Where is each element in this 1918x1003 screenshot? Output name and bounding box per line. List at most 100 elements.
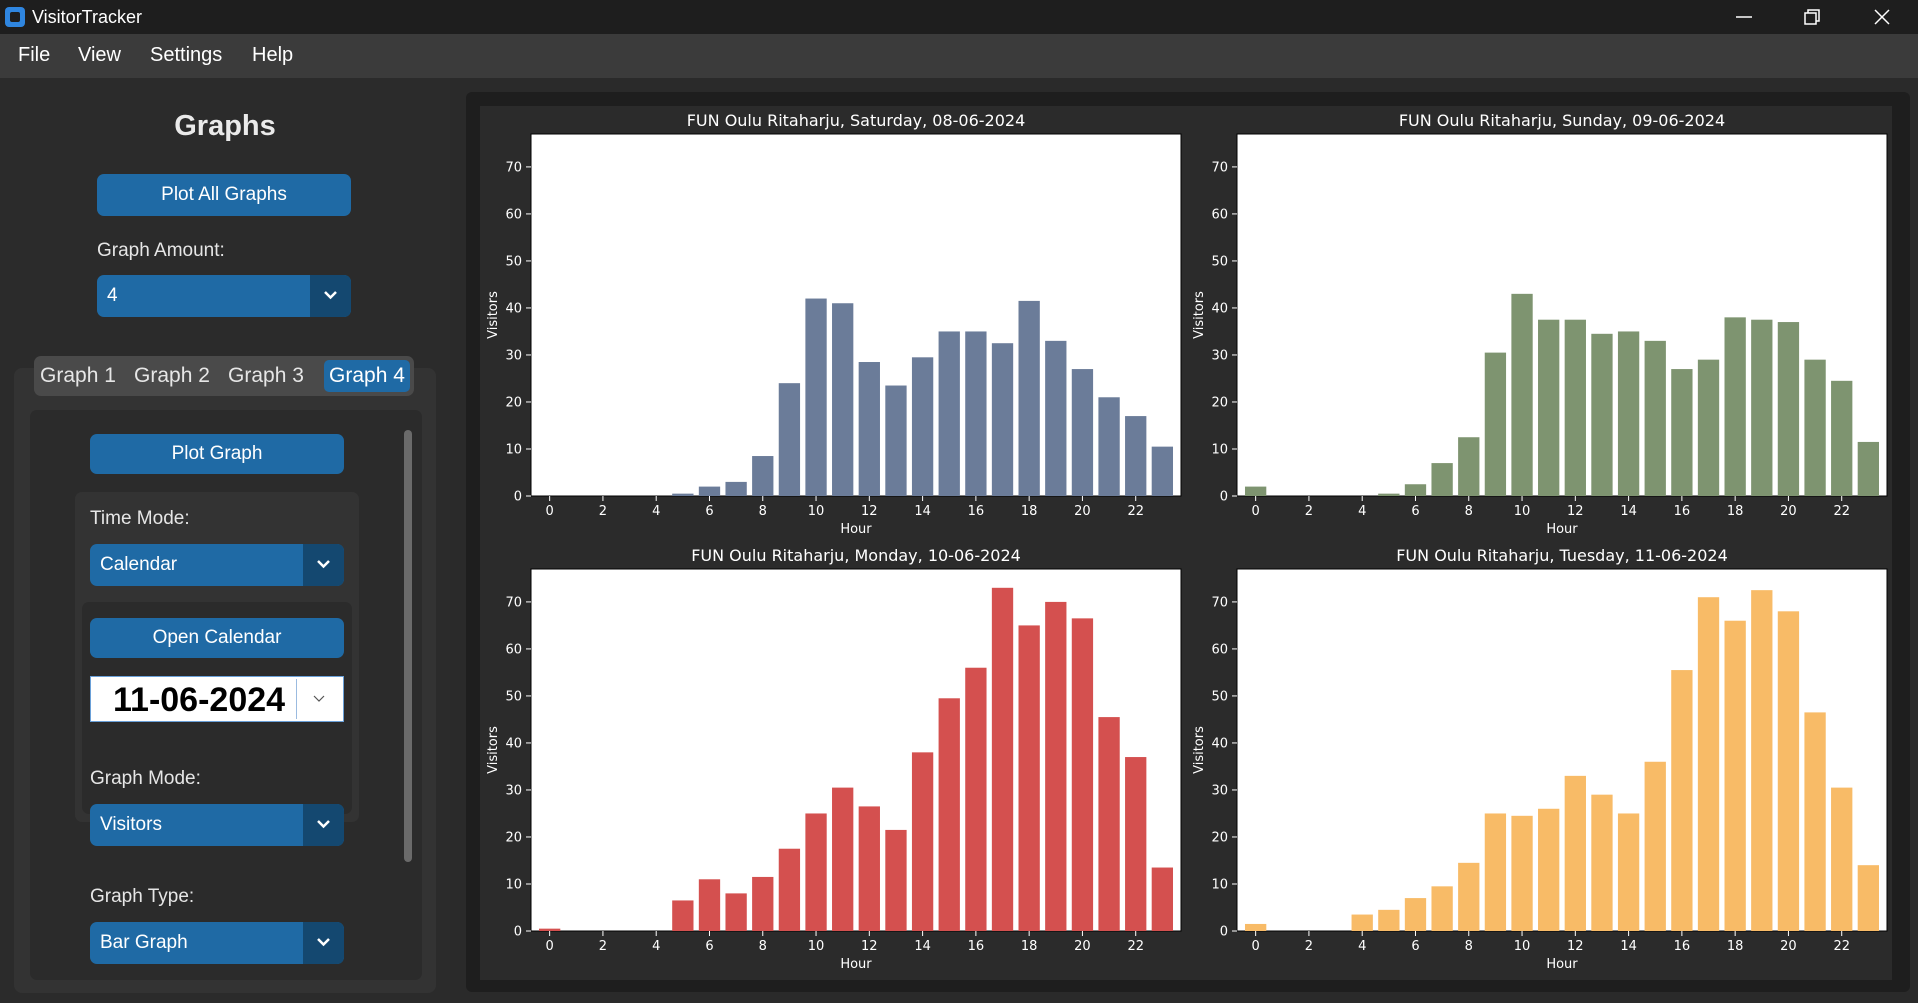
x-tick-label: 8 xyxy=(759,939,767,954)
time-mode-dropdown[interactable] xyxy=(303,544,344,586)
bar xyxy=(1151,446,1174,496)
date-separator xyxy=(296,679,297,719)
graph-amount-select[interactable]: 4 xyxy=(97,275,351,317)
bar xyxy=(1431,886,1453,931)
bar xyxy=(1724,620,1746,931)
bar xyxy=(1751,590,1773,931)
bar xyxy=(1564,775,1586,931)
bar xyxy=(1777,322,1800,496)
tab-graph-4[interactable]: Graph 4 xyxy=(324,360,410,392)
time-mode-select[interactable]: Calendar xyxy=(90,544,344,586)
menu-help[interactable]: Help xyxy=(252,44,294,66)
y-tick-label: 40 xyxy=(1211,301,1228,316)
minimize-button[interactable] xyxy=(1710,0,1778,34)
y-tick-label: 20 xyxy=(505,395,522,410)
bar xyxy=(1724,317,1746,496)
chart-2: 0 10 20 30 40 50 60 70 0 2 4 6 8 10 12 14 16 18 20 22 FUN Ou… xyxy=(1192,111,1888,537)
x-tick-label: 0 xyxy=(546,504,554,519)
x-tick-label: 6 xyxy=(1411,939,1419,954)
bar xyxy=(1431,463,1453,496)
x-tick-label: 4 xyxy=(652,504,660,519)
bar xyxy=(1098,397,1120,496)
y-tick-label: 70 xyxy=(505,595,522,610)
graph-amount-value: 4 xyxy=(107,285,118,306)
menu-settings[interactable]: Settings xyxy=(150,44,223,66)
bar xyxy=(1244,486,1267,496)
chevron-down-icon xyxy=(317,820,330,829)
chevron-down-icon[interactable] xyxy=(313,695,325,703)
x-tick-label: 14 xyxy=(914,504,931,519)
time-mode-label: Time Mode: xyxy=(90,508,190,529)
plot-all-graphs-button[interactable]: Plot All Graphs xyxy=(97,174,351,216)
menu-file[interactable]: File xyxy=(18,44,51,66)
bar xyxy=(725,893,747,931)
bar xyxy=(1671,670,1693,931)
y-axis-label: Visitors xyxy=(486,726,501,774)
bar xyxy=(1125,757,1147,931)
y-tick-label: 10 xyxy=(1211,877,1228,892)
graph-amount-dropdown[interactable] xyxy=(310,275,351,317)
graph-mode-dropdown[interactable] xyxy=(303,804,344,846)
bar xyxy=(1831,380,1853,496)
bar xyxy=(752,876,774,931)
x-tick-label: 22 xyxy=(1127,504,1144,519)
close-icon xyxy=(1874,9,1890,25)
bar xyxy=(938,331,960,496)
graph-type-select[interactable]: Bar Graph xyxy=(90,922,344,964)
x-tick-label: 0 xyxy=(546,939,554,954)
bar xyxy=(965,331,987,496)
bar xyxy=(1511,293,1533,496)
x-axis-label: Hour xyxy=(1546,522,1578,537)
x-tick-label: 2 xyxy=(599,939,607,954)
y-tick-label: 0 xyxy=(514,490,522,505)
x-tick-label: 10 xyxy=(1514,504,1531,519)
close-button[interactable] xyxy=(1848,0,1916,34)
tab-graph-1[interactable]: Graph 1 xyxy=(40,364,116,387)
bar xyxy=(1125,416,1147,496)
graph-type-dropdown[interactable] xyxy=(303,922,344,964)
graph-mode-select[interactable]: Visitors xyxy=(90,804,344,846)
x-tick-label: 0 xyxy=(1252,939,1260,954)
bar xyxy=(1404,484,1427,496)
window-title: VisitorTracker xyxy=(32,7,143,27)
bar xyxy=(1045,601,1067,931)
bar xyxy=(538,928,561,931)
x-tick-label: 4 xyxy=(652,939,660,954)
restore-button[interactable] xyxy=(1778,0,1846,34)
bar xyxy=(1484,813,1507,931)
bar xyxy=(938,698,960,931)
x-tick-label: 10 xyxy=(808,504,825,519)
app-icon xyxy=(5,7,25,27)
bar xyxy=(885,385,907,496)
bar xyxy=(1804,359,1826,496)
y-tick-label: 60 xyxy=(505,207,522,222)
y-axis-label: Visitors xyxy=(486,291,501,339)
x-tick-label: 22 xyxy=(1127,939,1144,954)
bar xyxy=(672,493,694,496)
x-tick-label: 16 xyxy=(968,504,985,519)
y-tick-label: 70 xyxy=(505,160,522,175)
x-tick-label: 0 xyxy=(1252,504,1260,519)
restore-icon xyxy=(1804,9,1820,25)
y-tick-label: 30 xyxy=(1211,348,1228,363)
bar xyxy=(698,879,721,931)
bar xyxy=(1538,808,1560,931)
plot-graph-button[interactable]: Plot Graph xyxy=(90,434,344,474)
bar xyxy=(885,829,907,931)
date-entry[interactable]: 11-06-2024 xyxy=(90,676,344,722)
y-tick-label: 0 xyxy=(514,925,522,940)
menu-view[interactable]: View xyxy=(78,44,121,66)
y-tick-label: 70 xyxy=(1211,160,1228,175)
bar xyxy=(725,481,747,496)
bar xyxy=(1697,597,1720,931)
open-calendar-button[interactable]: Open Calendar xyxy=(90,618,344,658)
tab-graph-2[interactable]: Graph 2 xyxy=(134,364,210,387)
graph-amount-label: Graph Amount: xyxy=(97,240,225,261)
bar xyxy=(1591,333,1613,496)
settings-scrollbar[interactable] xyxy=(404,430,412,862)
y-axis-label: Visitors xyxy=(1192,291,1207,339)
tab-graph-3[interactable]: Graph 3 xyxy=(228,364,304,387)
bar xyxy=(1644,340,1666,496)
bar xyxy=(858,806,880,931)
bar xyxy=(752,456,774,496)
